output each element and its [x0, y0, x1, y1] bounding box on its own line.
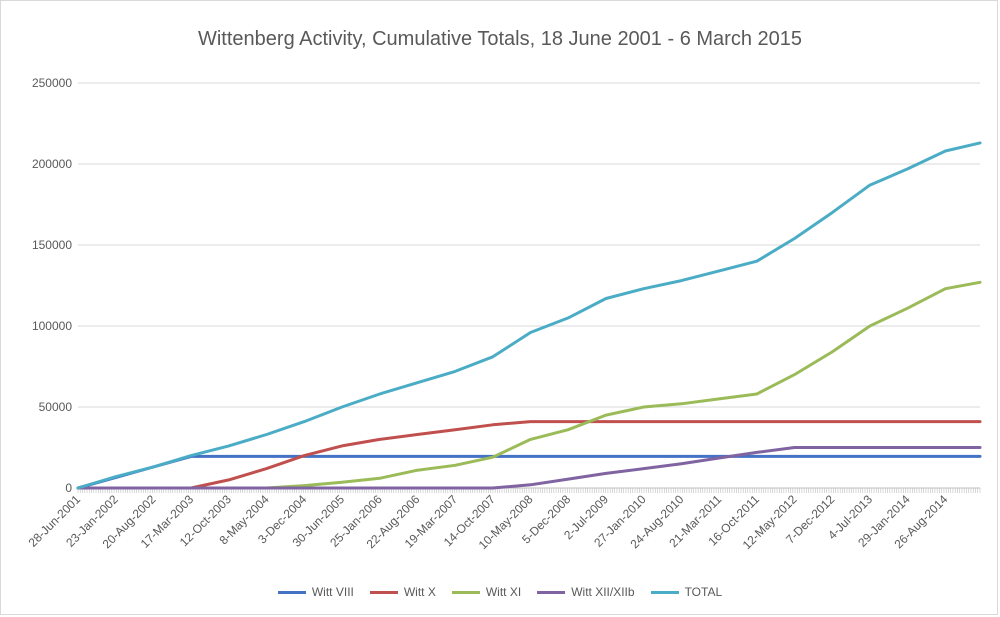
legend-label: Witt XI	[485, 585, 522, 599]
legend-label: TOTAL	[684, 585, 723, 599]
legend-item: TOTAL	[650, 585, 723, 599]
legend-label: Witt VIII	[311, 585, 354, 599]
y-tick-label: 200000	[32, 157, 72, 171]
y-tick-label: 100000	[32, 319, 72, 333]
series-line	[76, 446, 982, 490]
legend-item: Witt VIII	[277, 585, 354, 599]
legend-label: Witt XII/XIIb	[571, 585, 635, 599]
chart-legend: Witt VIII Witt X Witt XI Witt XII/XIIb TOTAL	[0, 585, 1000, 599]
series-line	[76, 141, 982, 490]
legend-item: Witt XI	[451, 585, 522, 599]
y-tick-label: 250000	[32, 76, 72, 90]
legend-swatch	[277, 590, 306, 594]
legend-swatch	[369, 590, 398, 594]
legend-item: Witt X	[369, 585, 436, 599]
y-tick-label: 150000	[32, 238, 72, 252]
series-line	[76, 280, 982, 490]
legend-swatch	[537, 590, 566, 594]
legend-label: Witt X	[403, 585, 436, 599]
legend-item: Witt XII/XIIb	[537, 585, 635, 599]
y-tick-label: 0	[65, 481, 72, 495]
legend-swatch	[451, 590, 480, 594]
x-axis-ticks	[77, 488, 981, 493]
y-tick-label: 50000	[39, 400, 73, 414]
chart-title: Wittenberg Activity, Cumulative Totals, …	[197, 28, 802, 50]
legend-swatch	[650, 590, 679, 594]
series-line	[76, 420, 982, 490]
